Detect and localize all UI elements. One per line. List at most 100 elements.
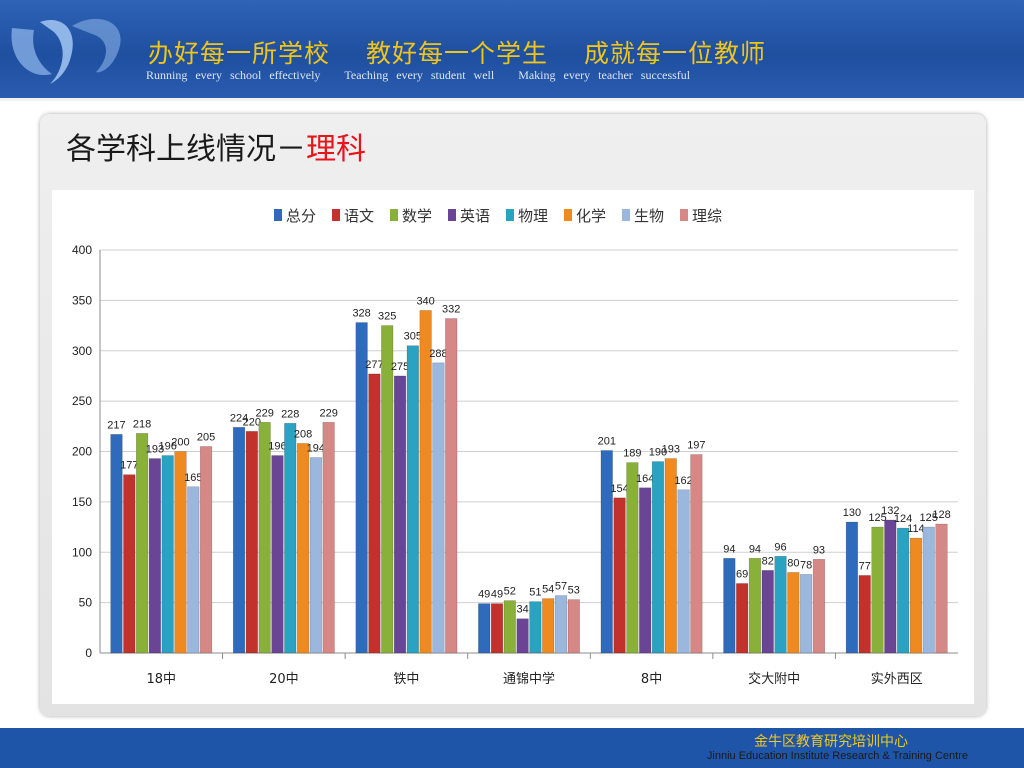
bar-value-label: 130 — [843, 507, 861, 519]
bar-value-label: 54 — [542, 584, 554, 596]
bar-value-label: 69 — [736, 568, 748, 580]
bar — [897, 527, 910, 654]
bar-value-label: 94 — [723, 543, 735, 555]
bar — [690, 454, 703, 654]
bar-value-label: 193 — [662, 444, 680, 456]
bar-value-label: 51 — [529, 587, 541, 599]
bar-value-label: 196 — [159, 441, 177, 453]
y-tick-label: 0 — [85, 646, 92, 660]
slogan-english: Running every school effectively Teaching… — [146, 68, 690, 83]
bar — [542, 598, 555, 654]
bar-value-label: 196 — [268, 441, 286, 453]
legend-swatch — [332, 209, 340, 221]
x-category-label: 18中 — [147, 672, 177, 687]
x-category-label: 8中 — [641, 672, 662, 687]
y-tick-label: 250 — [72, 394, 92, 408]
bar-value-label: 77 — [859, 560, 871, 572]
bar — [639, 487, 652, 654]
y-tick-label: 50 — [79, 596, 93, 610]
bar-value-label: 229 — [255, 407, 273, 419]
legend-swatch — [506, 209, 514, 221]
bar — [529, 601, 542, 654]
header-bar: 办好每一所学校 教好每一个学生 成就每一位教师 Running every scho… — [0, 0, 1024, 100]
bar — [935, 523, 948, 654]
bar — [490, 603, 504, 654]
x-category-label: 通锦中学 — [503, 671, 555, 687]
bar-value-label: 277 — [365, 359, 383, 371]
bar-value-label: 52 — [504, 586, 516, 598]
bar-value-label: 197 — [687, 440, 705, 452]
bar — [774, 555, 787, 654]
bar-chart: 05010015020025030035040018中2171772181931… — [72, 207, 958, 687]
y-tick-label: 350 — [72, 293, 92, 307]
bar — [368, 373, 381, 654]
bar-value-label: 132 — [881, 505, 899, 517]
bar — [613, 497, 626, 654]
bar-value-label: 200 — [171, 437, 189, 449]
bar-value-label: 78 — [800, 559, 812, 571]
bar — [406, 345, 419, 654]
y-tick-label: 300 — [72, 344, 92, 358]
slogan-chinese: 办好每一所学校 教好每一个学生 成就每一位教师 — [148, 38, 828, 70]
bar-value-label: 34 — [516, 604, 528, 616]
bar-value-label: 49 — [478, 589, 490, 601]
bar-value-label: 82 — [762, 555, 774, 567]
bar-value-label: 201 — [598, 435, 616, 447]
bar-value-label: 217 — [107, 419, 125, 431]
slogan-en-2: Teaching every student well — [344, 68, 495, 82]
bar — [123, 474, 136, 654]
x-category-label: 20中 — [269, 672, 299, 687]
legend-swatch — [622, 209, 630, 221]
bar — [284, 422, 297, 654]
bar-value-label: 165 — [184, 472, 202, 484]
bar — [871, 526, 884, 654]
bar — [110, 434, 123, 654]
legend-label: 生物 — [634, 207, 664, 225]
bar — [664, 458, 677, 654]
legend-label: 数学 — [402, 207, 432, 225]
bar — [148, 458, 161, 654]
legend-label: 物理 — [518, 207, 548, 225]
bar — [245, 431, 258, 654]
x-category-label: 交大附中 — [748, 671, 800, 687]
legend-label: 总分 — [286, 207, 316, 225]
bar — [800, 574, 813, 654]
bar — [909, 537, 923, 654]
y-tick-label: 400 — [72, 243, 92, 257]
bar — [516, 618, 529, 654]
logo-icon — [11, 18, 121, 84]
slogan-zh-1: 办好每一所学校 — [148, 39, 331, 68]
bar-value-label: 49 — [491, 589, 503, 601]
legend-label: 语文 — [344, 207, 374, 225]
bar-value-label: 208 — [294, 428, 312, 440]
bar-value-label: 128 — [932, 509, 950, 521]
slogan-en-1: Running every school effectively — [146, 68, 321, 82]
legend-swatch — [448, 209, 456, 221]
bar-value-label: 305 — [404, 331, 422, 343]
bar — [554, 595, 568, 654]
bar — [419, 310, 432, 654]
footer-org-name-zh: 金牛区教育研究培训中心 — [754, 734, 908, 750]
bar-value-label: 96 — [774, 541, 786, 553]
legend-swatch — [680, 209, 688, 221]
bar-value-label: 228 — [281, 408, 299, 420]
bar — [135, 433, 149, 654]
bar — [161, 455, 174, 654]
bar — [761, 570, 774, 654]
x-category-label: 铁中 — [393, 672, 419, 687]
bar — [199, 446, 213, 654]
bar — [309, 457, 322, 654]
bar — [187, 486, 200, 654]
bar — [884, 519, 897, 654]
bar-value-label: 325 — [378, 311, 396, 323]
bar-value-label: 93 — [813, 544, 825, 556]
bar-value-label: 340 — [416, 295, 434, 307]
bar-value-label: 189 — [623, 448, 641, 460]
legend-swatch — [564, 209, 572, 221]
y-tick-label: 200 — [72, 445, 92, 459]
slide-title-prefix: 各学科上线情况－ — [66, 132, 306, 167]
slide-title-highlight: 理科 — [306, 132, 366, 167]
bar-value-label: 332 — [442, 304, 460, 316]
bar-value-label: 57 — [555, 581, 567, 593]
bar — [677, 489, 690, 654]
